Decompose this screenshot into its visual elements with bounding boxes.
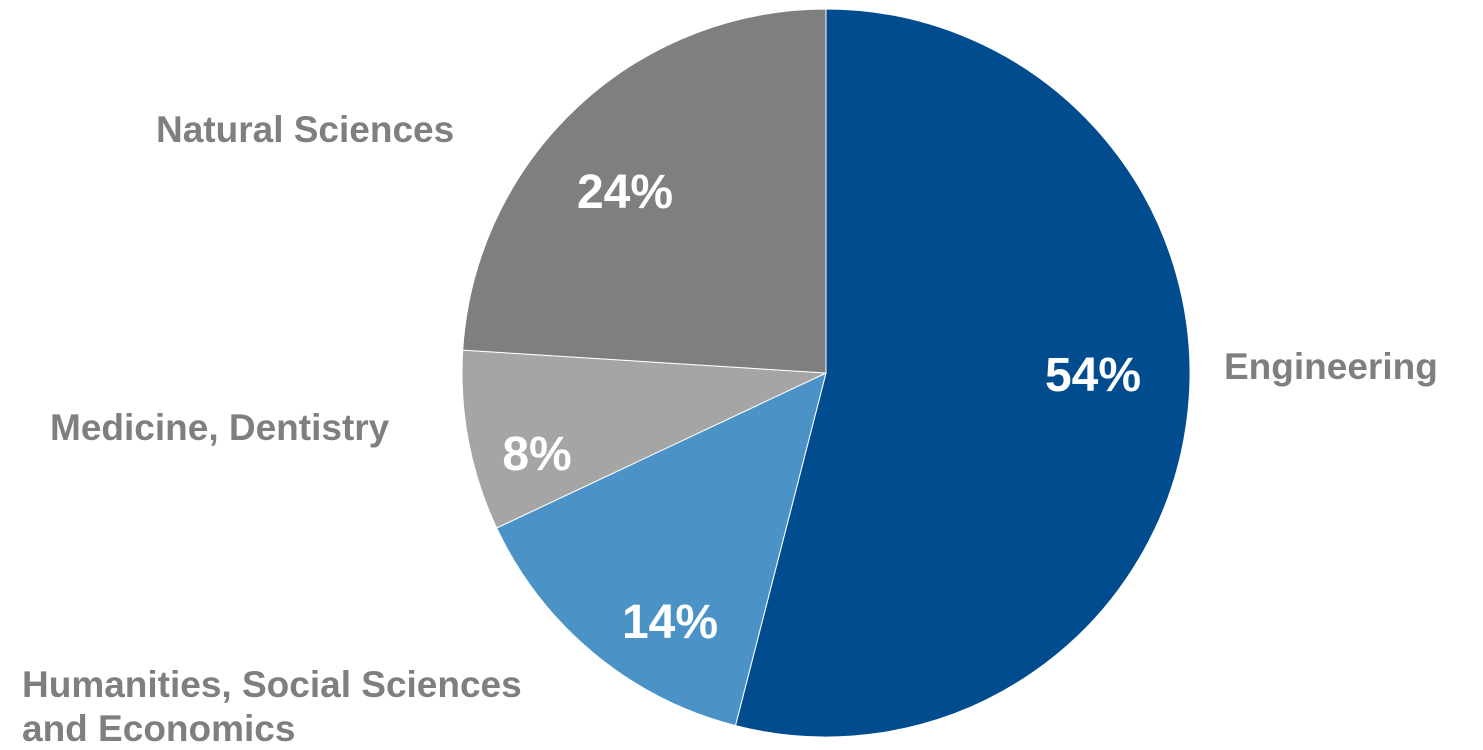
category-label-engineering: Engineering: [1224, 346, 1438, 387]
pct-label-engineering: 54%: [1045, 349, 1141, 402]
category-label-medicine: Medicine, Dentistry: [50, 407, 390, 448]
pie-slices: [461, 8, 1191, 738]
pie-slice-natural-sciences: [462, 8, 827, 374]
category-label-natural-sciences: Natural Sciences: [156, 109, 454, 150]
pct-label-medicine: 8%: [502, 428, 571, 481]
pie-slice-humanities: [495, 372, 827, 727]
pct-label-natural-sciences: 24%: [577, 166, 673, 219]
pie-slice-engineering: [734, 8, 1191, 738]
pct-label-humanities: 14%: [622, 596, 718, 649]
pie-slice-medicine: [461, 349, 827, 529]
category-label-humanities-line2: and Economics: [22, 708, 295, 749]
category-label-humanities-line1: Humanities, Social Sciences: [22, 664, 522, 705]
